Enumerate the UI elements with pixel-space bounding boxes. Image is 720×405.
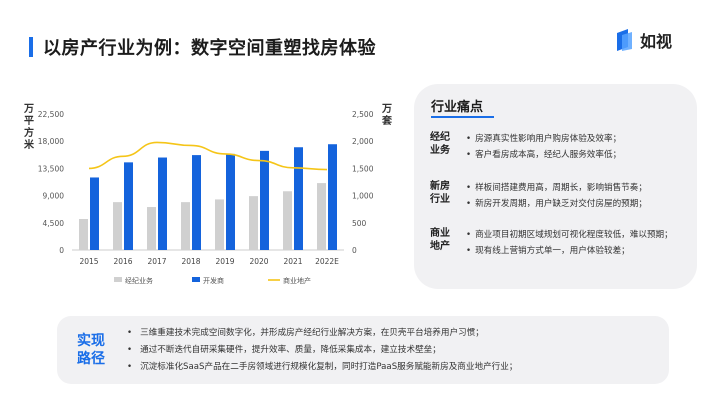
x-tick-label: 2020 (249, 257, 268, 266)
bar-broker (113, 202, 122, 250)
pain-item: 样板间搭建费用高，周期长，影响销售节奏； (466, 180, 692, 196)
y-left-tick-label: 9,000 (43, 192, 65, 201)
pain-group-label: 经纪业务 (430, 132, 450, 156)
chart: 0 4,500 9,000 13,500 18,000 22,500 0 500 1,000 1,… (14, 100, 374, 300)
bar-broker (181, 202, 190, 250)
y-left-tick-label: 18,000 (38, 137, 64, 146)
logo: 如视 (614, 28, 672, 52)
x-tick-label: 2015 (79, 257, 98, 266)
pain-points-card: 行业痛点 经纪业务 房源真实性影响用户购房体验及效率； 客户看房成本高，经纪人服… (414, 84, 697, 289)
chart-svg: 0 4,500 9,000 13,500 18,000 22,500 0 500 1,000 1,… (38, 110, 374, 285)
path-item: 三维重建技术完成空间数字化，并形成房产经纪行业解决方案，在贝壳平台培养用户习惯； (127, 325, 517, 342)
bar-developer (328, 144, 337, 250)
y-right-tick-label: 1,500 (352, 164, 374, 173)
y-right-tick-label: 500 (352, 219, 367, 228)
y-left-tick-label: 13,500 (38, 164, 64, 173)
bar-developer (260, 150, 269, 250)
path-item: 通过不断迭代自研采集硬件，提升效率、质量，降低采集成本，建立技术壁垒； (127, 342, 517, 359)
bar-broker (283, 191, 292, 250)
pain-item: 现有线上营销方式单一，用户体验较差； (466, 243, 692, 259)
line-commercial (88, 141, 328, 171)
legend-label-commercial: 商业地产 (283, 276, 311, 285)
bar-developer (158, 157, 167, 250)
bar-developer (294, 147, 303, 250)
y-right-tick-label: 1,000 (352, 192, 374, 201)
x-tick-label: 2021 (283, 257, 302, 266)
y-left-tick-label: 0 (59, 246, 64, 255)
x-tick-label: 2017 (147, 257, 166, 266)
legend-label-broker: 经纪业务 (125, 276, 153, 285)
bar-broker (215, 199, 224, 250)
bar-broker (79, 218, 88, 250)
logo-icon (614, 28, 634, 52)
bar-broker (317, 183, 326, 250)
y-right-tick-label: 2,000 (352, 137, 374, 146)
bar-developer (90, 177, 99, 250)
pain-points-underline (431, 116, 494, 118)
bar-developer (226, 153, 235, 250)
pain-item: 新房开发周期，用户缺乏对交付房屋的预期； (466, 196, 692, 212)
y-left-axis-label: 万平方米 (24, 104, 34, 151)
bar-developer (192, 155, 201, 250)
implementation-path-card: 实现路径 三维重建技术完成空间数字化，并形成房产经纪行业解决方案，在贝壳平台培养… (57, 316, 669, 384)
legend-label-developer: 开发商 (203, 276, 224, 285)
page-title: 以房产行业为例：数字空间重塑找房体验 (43, 38, 376, 59)
path-item: 沉淀标准化SaaS产品在二手房领域进行规模化复制，同时打造PaaS服务赋能新房及… (127, 359, 517, 376)
x-tick-label: 2016 (113, 257, 132, 266)
y-right-tick-label: 0 (352, 246, 357, 255)
x-tick-label: 2018 (181, 257, 200, 266)
y-left-tick-label: 4,500 (43, 219, 65, 228)
title-accent-bar (29, 37, 33, 57)
y-left-tick-label: 22,500 (38, 110, 64, 119)
legend-swatch-broker (114, 277, 122, 282)
pain-item: 房源真实性影响用户购房体验及效率； (466, 131, 692, 147)
y-right-axis-label: 万套 (382, 104, 392, 127)
pain-item: 商业项目初期区域规划可视化程度较低，难以预期； (466, 227, 692, 243)
path-label: 实现路径 (77, 333, 105, 367)
bar-developer (124, 162, 133, 250)
x-tick-label: 2019 (215, 257, 234, 266)
bar-broker (249, 196, 258, 250)
pain-points-title: 行业痛点 (431, 100, 484, 115)
legend-swatch-developer (192, 277, 200, 282)
x-tick-label: 2022E (315, 257, 339, 266)
pain-item: 客户看房成本高，经纪人服务效率低； (466, 147, 692, 163)
pain-group-label: 商业地产 (430, 228, 450, 252)
pain-group-label: 新房行业 (430, 181, 450, 205)
logo-text: 如视 (640, 32, 673, 51)
y-right-tick-label: 2,500 (352, 110, 374, 119)
bar-broker (147, 207, 156, 250)
